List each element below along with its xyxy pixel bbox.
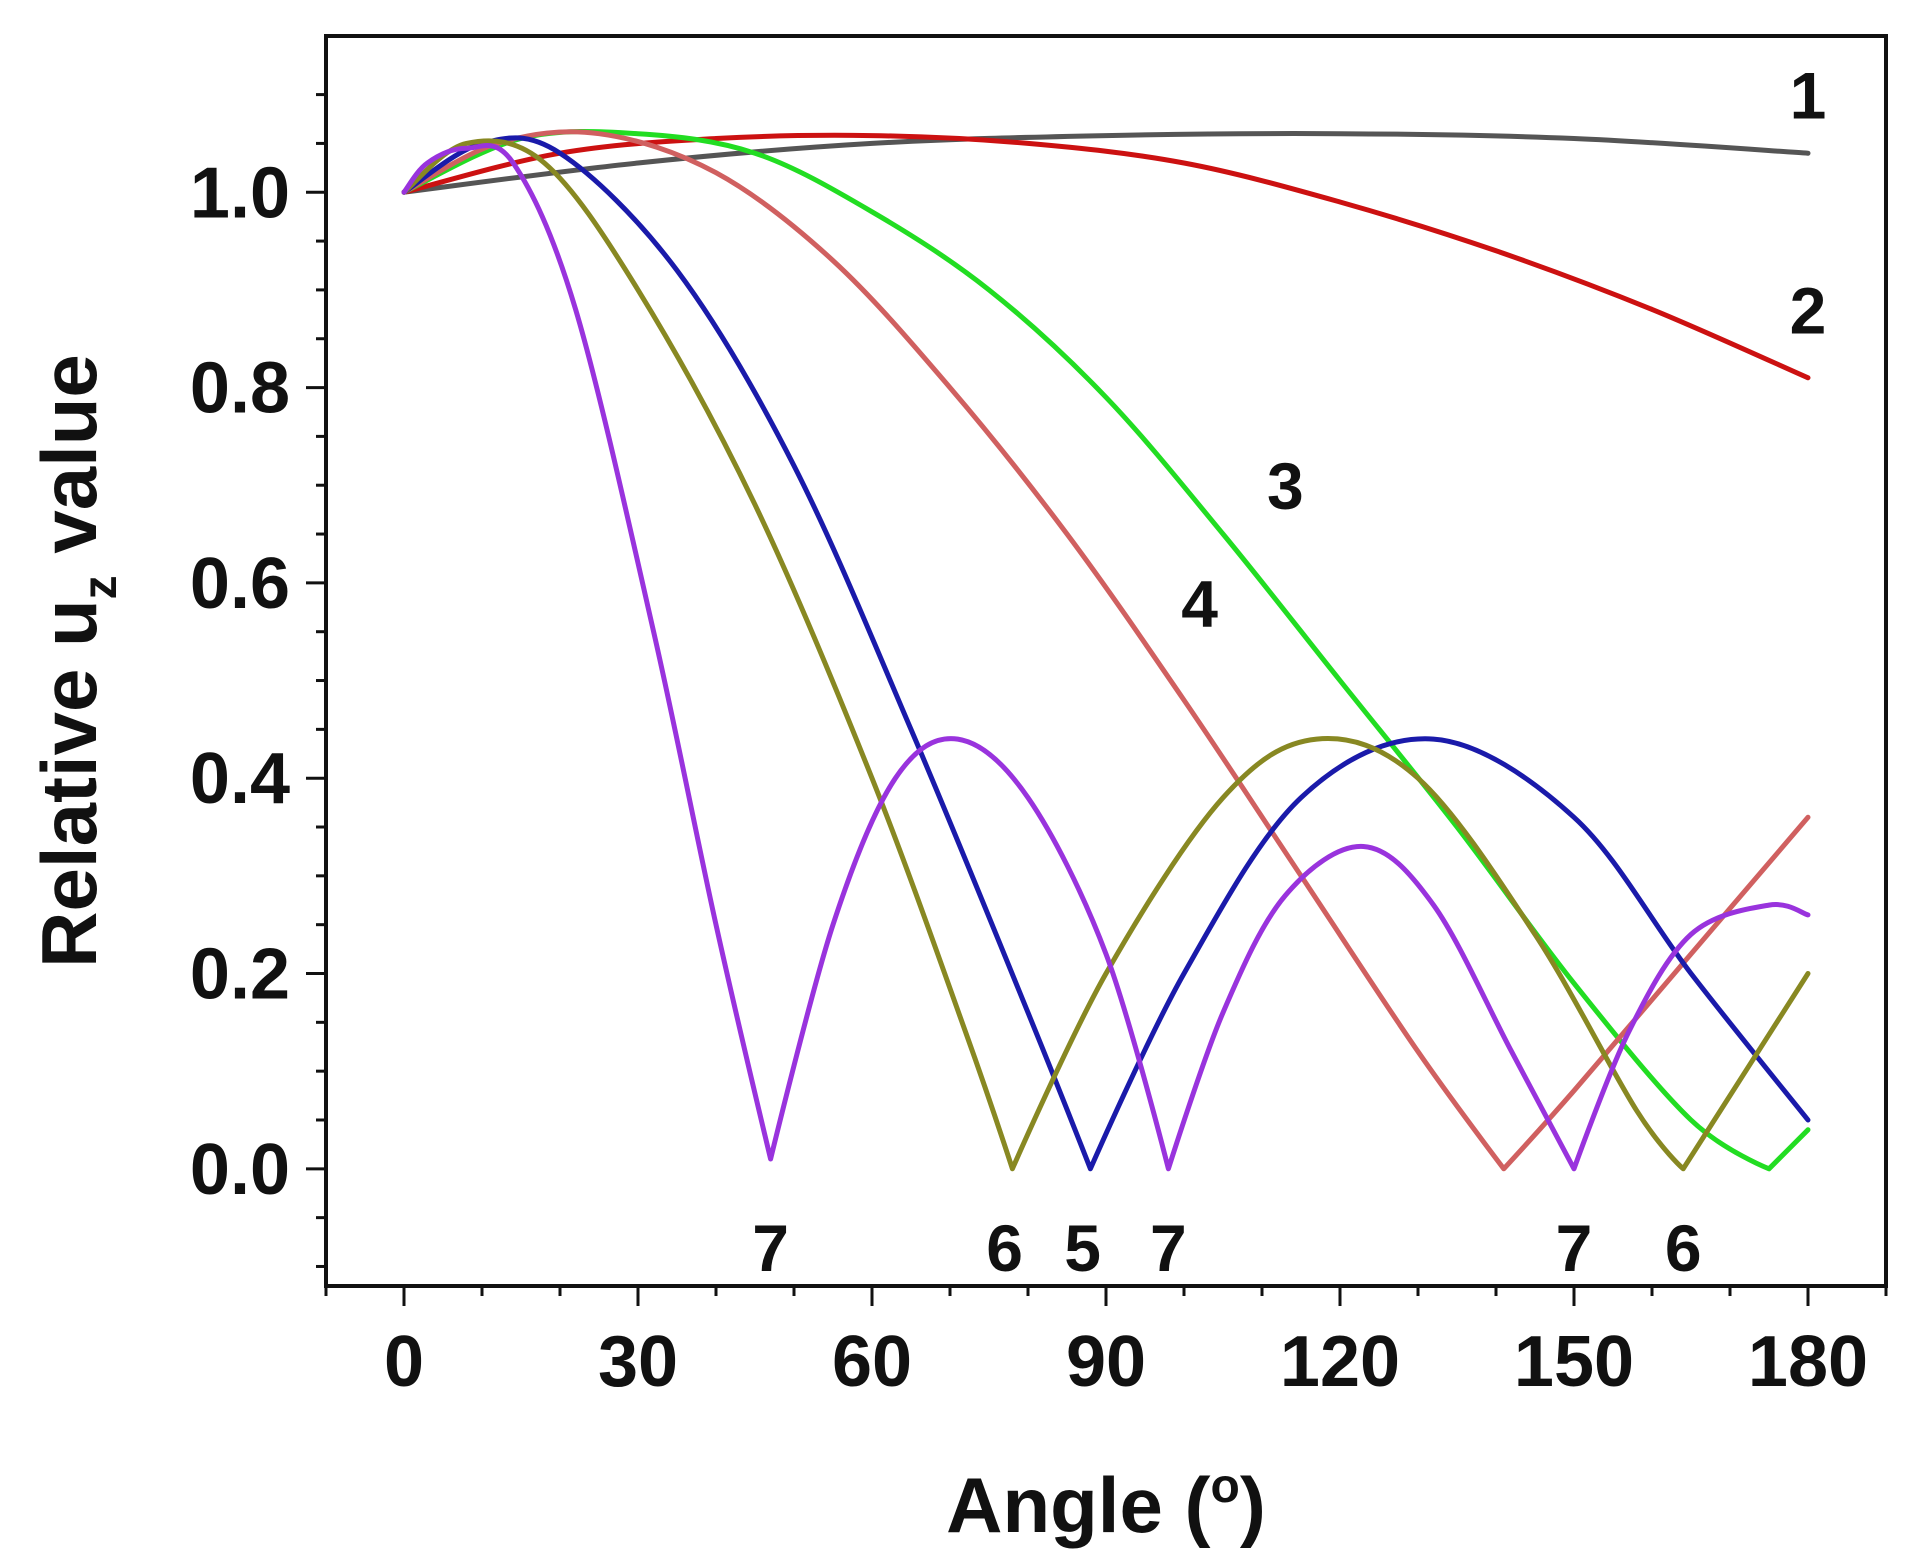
y-axis-title-end: value: [25, 354, 113, 575]
curve-label: 6: [986, 1211, 1023, 1285]
curve-label: 7: [1150, 1211, 1187, 1285]
x-axis-title-superscript: o: [1211, 1460, 1240, 1513]
y-axis-title: Relative uz value: [25, 354, 127, 968]
curve-label: 3: [1267, 449, 1304, 523]
curve-label: 1: [1790, 59, 1827, 133]
curve-label: 7: [752, 1211, 789, 1285]
y-tick-label: 0.0: [190, 1130, 290, 1210]
y-tick-label: 0.6: [190, 544, 290, 624]
curve-label: 2: [1790, 273, 1827, 347]
series-line-6: [401, 138, 1811, 1172]
y-tick-label: 0.8: [190, 349, 290, 429]
x-tick-label: 180: [1748, 1322, 1868, 1402]
x-axis-title-end: ): [1240, 1461, 1266, 1549]
series-layer: [401, 128, 1811, 1172]
x-tick-label: 60: [832, 1322, 912, 1402]
curve-label: 4: [1181, 566, 1218, 640]
x-tick-label: 30: [598, 1322, 678, 1402]
series-line-7: [401, 143, 1811, 1172]
x-tick-label: 90: [1066, 1322, 1146, 1402]
series-line-5: [401, 135, 1811, 1172]
x-axis-title: Angle (o): [946, 1460, 1266, 1549]
x-tick-label: 120: [1280, 1322, 1400, 1402]
curve-label: 6: [1665, 1211, 1702, 1285]
x-tick-label: 150: [1514, 1322, 1634, 1402]
y-axis-ticks: 0.0 0.2 0.4 0.6 0.8 1.0: [190, 93, 326, 1268]
x-axis-ticks: 0 30 60 90 120 150 180: [324, 1286, 1888, 1402]
y-axis-title-subscript: z: [74, 575, 127, 599]
y-tick-label: 0.4: [190, 739, 290, 819]
curve-label: 7: [1556, 1211, 1593, 1285]
plot-frame: [324, 34, 1888, 1288]
x-tick-label: 0: [384, 1322, 424, 1402]
series-line-4: [401, 129, 1811, 1172]
series-line-1: [401, 131, 1811, 195]
y-tick-label: 0.2: [190, 935, 290, 1015]
series-line-3: [401, 128, 1811, 1172]
y-tick-label: 1.0: [190, 153, 290, 233]
curve-label: 5: [1064, 1211, 1101, 1285]
